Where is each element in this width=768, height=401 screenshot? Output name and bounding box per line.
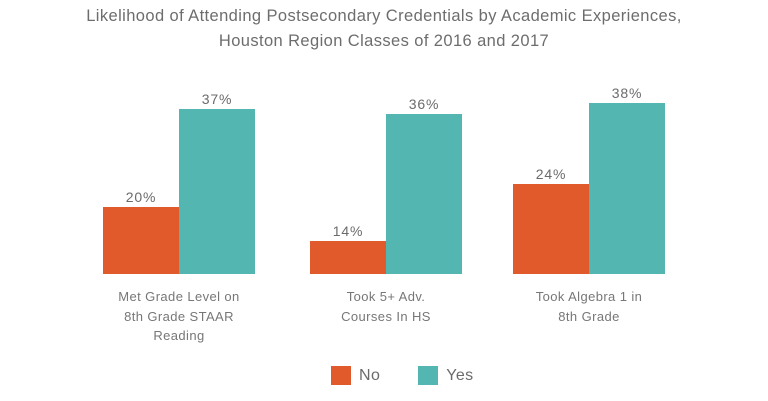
legend-swatch-no — [331, 366, 351, 385]
legend-label-no: No — [359, 366, 381, 384]
bar-no-2: 24% — [513, 166, 589, 274]
chart-title: Likelihood of Attending Postsecondary Cr… — [0, 4, 768, 54]
bar-yes-1: 36% — [386, 96, 462, 274]
bar-value-label-yes-2: 38% — [611, 85, 643, 101]
bar-value-label-no-2: 24% — [535, 166, 567, 182]
bar-value-label-no-0: 20% — [125, 189, 157, 205]
category-label-1: Took 5+ Adv. Courses In HS — [341, 289, 431, 324]
bar-value-label-yes-1: 36% — [408, 96, 440, 112]
bar-yes-2: 38% — [589, 85, 665, 274]
legend-label-yes: Yes — [446, 366, 474, 384]
chart-title-line-2: Houston Region Classes of 2016 and 2017 — [218, 32, 550, 50]
legend-swatch-yes — [418, 366, 439, 385]
chart-title-line-1: Likelihood of Attending Postsecondary Cr… — [86, 7, 682, 25]
bar-yes-0: 37% — [179, 91, 255, 274]
legend: No Yes — [331, 366, 474, 385]
bar-value-label-no-1: 14% — [332, 223, 364, 239]
bar-no-1: 14% — [310, 223, 386, 274]
legend-item-yes: Yes — [418, 366, 473, 385]
category-label-2: Took Algebra 1 in 8th Grade — [535, 289, 643, 324]
category-label-0: Met Grade Level on 8th Grade STAAR Reading — [118, 289, 240, 343]
bar-no-0: 20% — [103, 189, 179, 274]
legend-item-no: No — [331, 366, 380, 385]
bar-value-label-yes-0: 37% — [201, 91, 233, 107]
